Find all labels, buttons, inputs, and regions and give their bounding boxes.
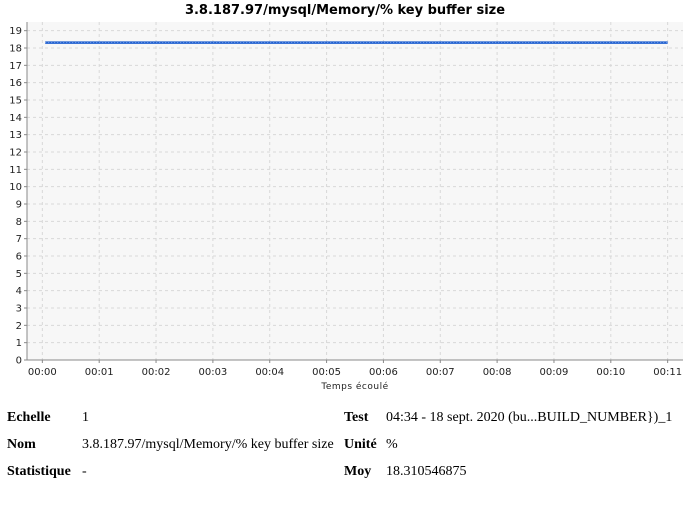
unite-label: Unité <box>344 437 377 452</box>
y-tick-label: 7 <box>16 234 22 245</box>
y-tick-label: 0 <box>16 356 22 367</box>
x-tick-label: 00:05 <box>312 367 341 378</box>
nom-value: 3.8.187.97/mysql/Memory/% key buffer siz… <box>82 437 334 452</box>
y-tick-label: 15 <box>9 96 22 107</box>
y-tick-label: 11 <box>9 165 22 176</box>
axes <box>26 22 683 361</box>
x-tick-label: 00:09 <box>540 367 569 378</box>
statistique-value: - <box>82 464 87 479</box>
x-axis-label: Temps écoulé <box>320 381 388 392</box>
unite-value: % <box>386 437 398 452</box>
y-tick-label: 13 <box>9 130 22 141</box>
y-tick-label: 12 <box>9 148 22 159</box>
x-tick-label: 00:01 <box>85 367 114 378</box>
moy-label: Moy <box>344 464 372 479</box>
y-tick-label: 3 <box>16 304 22 315</box>
y-tick-label: 9 <box>16 200 22 211</box>
plot-background <box>27 22 683 360</box>
chart-title: 3.8.187.97/mysql/Memory/% key buffer siz… <box>184 3 506 18</box>
echelle-value: 1 <box>82 410 89 425</box>
y-tick-label: 19 <box>9 26 22 37</box>
x-tick-label: 00:04 <box>255 367 284 378</box>
x-tick-label: 00:08 <box>483 367 512 378</box>
x-tick-label: 00:06 <box>369 367 398 378</box>
x-tick-label: 00:10 <box>596 367 625 378</box>
y-tick-label: 8 <box>16 217 22 228</box>
test-label: Test <box>344 410 369 425</box>
y-tick-label: 18 <box>9 44 22 55</box>
y-tick-label: 4 <box>16 286 22 297</box>
x-tick-label: 00:02 <box>142 367 171 378</box>
x-tick-label: 00:00 <box>28 367 57 378</box>
moy-value: 18.310546875 <box>386 464 467 479</box>
x-tick-label: 00:11 <box>653 367 682 378</box>
y-tick-label: 6 <box>16 252 22 263</box>
y-tick-label: 16 <box>9 78 22 89</box>
x-tick-label: 00:03 <box>198 367 227 378</box>
echelle-label: Echelle <box>7 410 51 425</box>
y-tick-label: 2 <box>16 321 22 332</box>
statistique-label: Statistique <box>7 464 71 479</box>
y-tick-label: 17 <box>9 61 22 72</box>
grid <box>27 22 683 361</box>
y-tick-label: 1 <box>16 338 22 349</box>
test-value: 04:34 - 18 sept. 2020 (bu...BUILD_NUMBER… <box>386 410 673 425</box>
nom-label: Nom <box>7 437 36 452</box>
x-tick-label: 00:07 <box>426 367 455 378</box>
y-tick-label: 10 <box>9 182 22 193</box>
y-tick-label: 5 <box>16 269 22 280</box>
y-tick-label: 14 <box>9 113 22 124</box>
x-axis-ticks: 00:00 00:01 00:02 00:03 00:04 00:05 00:06 00:07… <box>28 360 682 378</box>
